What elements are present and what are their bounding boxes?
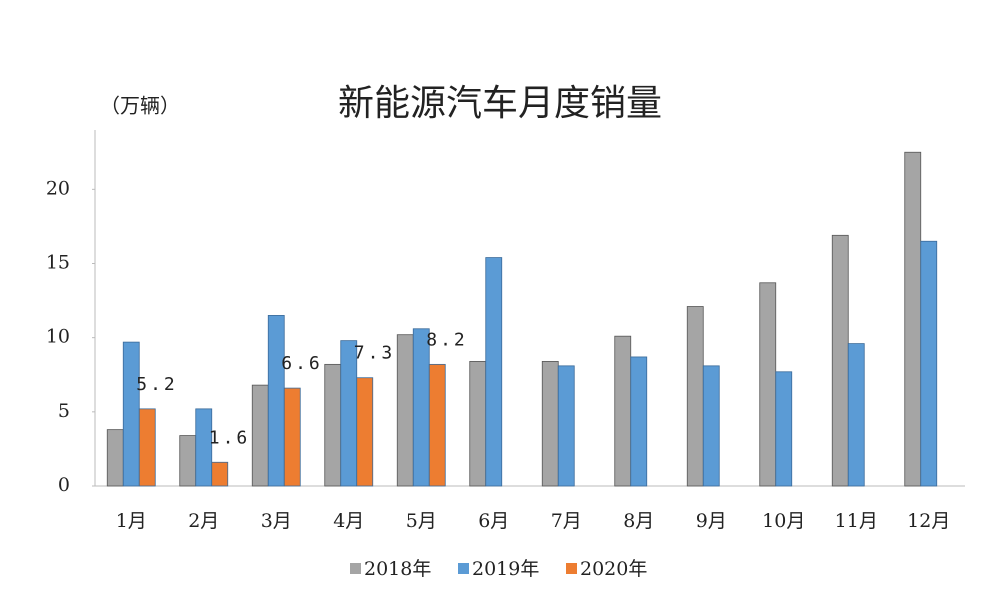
- x-tick-label: 3月: [261, 510, 292, 532]
- bar: [122, 341, 140, 487]
- x-tick-label: 4月: [333, 510, 364, 532]
- y-tick-label: 5: [58, 400, 70, 422]
- bar: [541, 360, 559, 487]
- legend-label: 2018年: [364, 558, 431, 580]
- legend-swatch: [458, 563, 469, 574]
- chart-title: 新能源汽车月度销量: [338, 83, 662, 124]
- data-label: 7.3: [354, 343, 396, 364]
- bar: [428, 363, 446, 487]
- bar: [702, 365, 720, 487]
- bar: [759, 282, 777, 487]
- bar: [686, 306, 704, 487]
- bar: [324, 363, 342, 487]
- y-tick-label: 20: [46, 177, 70, 199]
- bar: [267, 315, 285, 487]
- bar: [775, 371, 793, 487]
- x-tick-label: 8月: [623, 510, 654, 532]
- bar: [396, 334, 414, 487]
- x-tick-label: 9月: [696, 510, 727, 532]
- legend-swatch: [566, 563, 577, 574]
- y-tick-label: 10: [46, 326, 70, 348]
- bar: [138, 408, 156, 487]
- x-tick-label: 1月: [116, 510, 147, 532]
- bar: [557, 365, 575, 487]
- x-tick-label: 6月: [478, 510, 509, 532]
- data-label: 5.2: [136, 374, 178, 395]
- y-unit: （万辆）: [100, 94, 180, 118]
- x-tick-label: 7月: [551, 510, 582, 532]
- legend-label: 2019年: [472, 558, 539, 580]
- data-label: 6.6: [281, 353, 323, 374]
- y-tick-label: 15: [46, 252, 70, 274]
- x-tick-label: 11月: [835, 510, 878, 532]
- bar: [412, 328, 430, 487]
- y-tick-label: 0: [58, 474, 70, 496]
- bar: [469, 360, 487, 487]
- bar: [179, 435, 197, 487]
- bar: [106, 429, 124, 487]
- bar: [211, 461, 229, 487]
- legend-label: 2020年: [580, 558, 647, 580]
- bar: [485, 257, 503, 487]
- bar: [920, 240, 938, 487]
- x-tick-label: 12月: [907, 510, 950, 532]
- bar: [904, 151, 922, 487]
- x-tick-label: 2月: [188, 510, 219, 532]
- bar: [614, 335, 632, 487]
- bar: [283, 387, 301, 487]
- x-tick-label: 5月: [406, 510, 437, 532]
- data-label: 1.6: [209, 427, 251, 448]
- bar: [356, 377, 374, 487]
- x-tick-label: 10月: [762, 510, 805, 532]
- bar: [251, 384, 269, 487]
- data-label: 8.2: [426, 329, 468, 350]
- legend-swatch: [350, 563, 361, 574]
- bar: [195, 408, 213, 487]
- bar: [831, 234, 849, 487]
- bar: [630, 356, 648, 487]
- bar: [847, 343, 865, 487]
